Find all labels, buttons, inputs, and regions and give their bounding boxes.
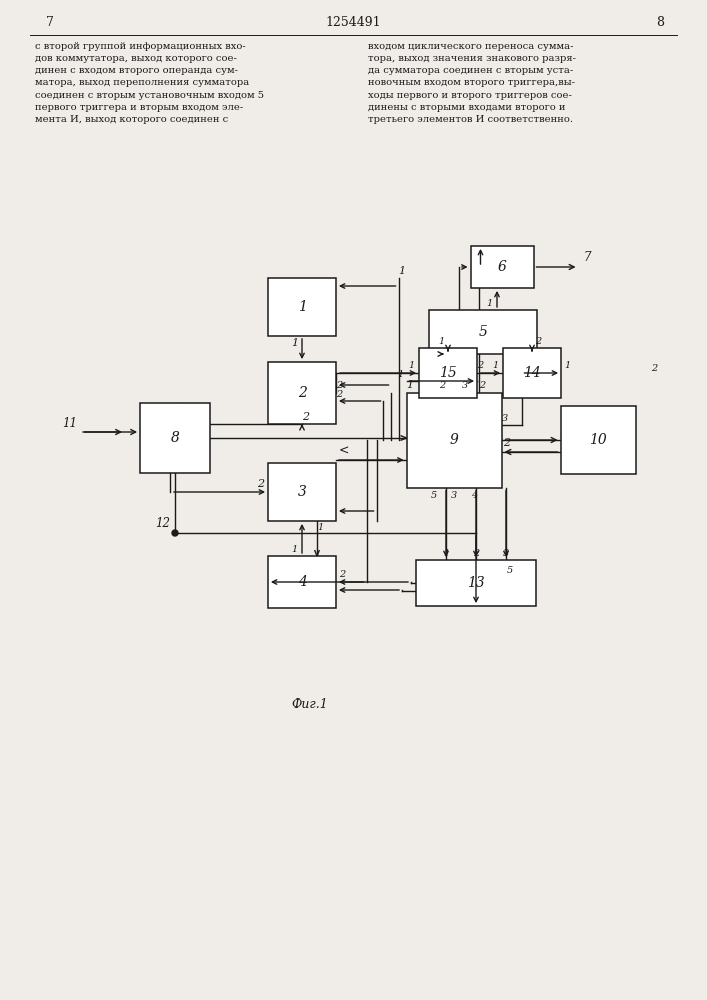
- Text: 2: 2: [479, 381, 485, 390]
- Text: 1: 1: [564, 361, 571, 370]
- Bar: [429, 310, 537, 354]
- Text: <: <: [339, 445, 349, 458]
- Bar: [419, 348, 477, 398]
- Text: 1: 1: [398, 266, 405, 276]
- Text: с второй группой информационных вхо-
дов коммутатора, выход которого сое-
динен : с второй группой информационных вхо- дов…: [35, 42, 264, 124]
- Bar: [140, 403, 210, 473]
- Text: 2: 2: [336, 390, 342, 399]
- Text: 2: 2: [473, 549, 479, 558]
- Text: 2: 2: [503, 438, 510, 448]
- Text: 9: 9: [450, 433, 458, 447]
- Text: 2: 2: [651, 364, 657, 373]
- Text: 1: 1: [406, 379, 413, 389]
- Text: 1: 1: [493, 361, 499, 370]
- Text: 4: 4: [298, 575, 306, 589]
- Text: 2: 2: [303, 412, 310, 422]
- Text: 12: 12: [155, 517, 170, 530]
- Text: входом циклического переноса сумма-
тора, выход значения знакового разря-
да сум: входом циклического переноса сумма- тора…: [368, 42, 576, 124]
- Circle shape: [172, 530, 178, 536]
- Text: 1: 1: [409, 361, 415, 370]
- Text: 5: 5: [479, 325, 487, 339]
- Text: 13: 13: [467, 576, 485, 590]
- Text: 3: 3: [503, 549, 509, 558]
- Text: 1: 1: [291, 338, 298, 348]
- Text: 10: 10: [589, 433, 607, 447]
- Text: 2: 2: [298, 386, 306, 400]
- Bar: [268, 463, 336, 521]
- Text: 1: 1: [439, 337, 445, 346]
- Text: Фиг.1: Фиг.1: [291, 698, 328, 712]
- Text: 2: 2: [336, 381, 342, 390]
- Text: 2: 2: [535, 337, 542, 346]
- Text: 7: 7: [583, 251, 591, 264]
- Text: 6: 6: [498, 260, 506, 274]
- Bar: [268, 362, 336, 424]
- Bar: [416, 560, 536, 606]
- Text: 15: 15: [439, 366, 457, 380]
- Text: 2: 2: [339, 570, 345, 579]
- Text: 3: 3: [462, 381, 468, 390]
- Text: 3: 3: [451, 490, 457, 499]
- Bar: [268, 278, 336, 336]
- Bar: [268, 556, 336, 608]
- Text: 1: 1: [486, 299, 493, 308]
- Bar: [561, 406, 636, 474]
- Text: 11: 11: [62, 417, 77, 430]
- Text: 5: 5: [506, 566, 513, 575]
- Bar: [470, 246, 534, 288]
- Text: 1: 1: [443, 549, 449, 558]
- Text: 8: 8: [656, 15, 664, 28]
- Bar: [503, 348, 561, 398]
- Text: 3: 3: [501, 414, 508, 423]
- Text: 1: 1: [292, 545, 298, 554]
- Text: 1: 1: [397, 370, 404, 379]
- Text: 1254491: 1254491: [325, 15, 381, 28]
- Text: 3: 3: [298, 485, 306, 499]
- Text: 2: 2: [257, 479, 264, 489]
- Bar: [407, 392, 501, 488]
- Text: 2: 2: [477, 361, 483, 370]
- Text: 8: 8: [170, 431, 180, 445]
- Text: 4: 4: [471, 490, 477, 499]
- Text: 1: 1: [317, 523, 323, 532]
- Text: 1: 1: [298, 300, 306, 314]
- Text: 7: 7: [46, 15, 54, 28]
- Text: 2: 2: [439, 381, 445, 390]
- Text: 14: 14: [523, 366, 541, 380]
- Text: 5: 5: [431, 490, 437, 499]
